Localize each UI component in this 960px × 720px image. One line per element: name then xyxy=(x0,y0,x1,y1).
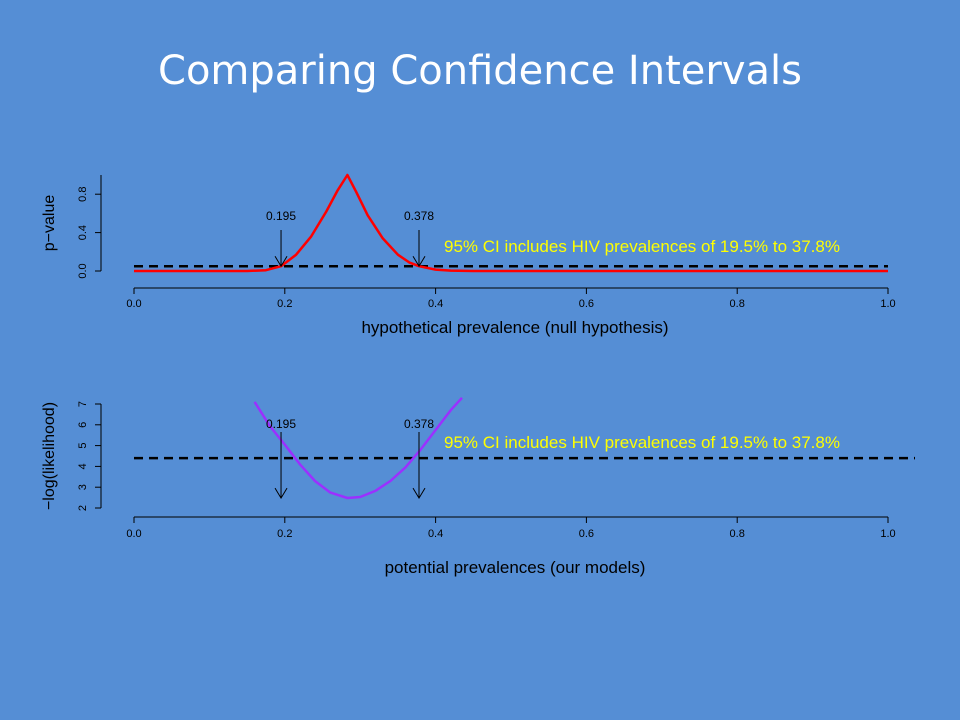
likelihood-ci-arrow-head xyxy=(274,487,288,500)
likelihood-x-tick-label: 0.8 xyxy=(730,528,745,540)
likelihood-marks xyxy=(134,396,915,500)
likelihood-y-tick-label: 5 xyxy=(77,443,89,449)
likelihood-series-line xyxy=(253,396,463,500)
pvalue-ci-arrow-head xyxy=(412,255,426,268)
likelihood-y-tick-label: 4 xyxy=(77,463,89,469)
pvalue-x-tick-label: 0.4 xyxy=(428,298,443,310)
slide-title: Comparing Confidence Intervals xyxy=(158,48,802,94)
pvalue-series-line xyxy=(134,173,888,273)
likelihood-ci-lower-label: 0.195 xyxy=(266,417,296,431)
pvalue-x-tick-label: 0.8 xyxy=(730,298,745,310)
pvalue-y-tick-label: 0.4 xyxy=(77,225,89,240)
likelihood-x-tick-label: 0.2 xyxy=(277,528,292,540)
pvalue-x-axis-label: hypothetical prevalence (null hypothesis… xyxy=(361,318,668,337)
pvalue-x-tick-label: 0.0 xyxy=(126,298,141,310)
likelihood-y-tick-label: 3 xyxy=(77,484,89,490)
likelihood-axes: 0.0 0.2 0.4 0.6 0.8 1.0 2 3 4 5 6 7 xyxy=(77,401,896,540)
likelihood-x-tick-label: 1.0 xyxy=(880,528,895,540)
likelihood-ci-annotation: 95% CI includes HIV prevalences of 19.5%… xyxy=(444,433,840,452)
likelihood-ci-arrow-head xyxy=(412,487,426,500)
likelihood-y-tick-label: 7 xyxy=(77,401,89,407)
pvalue-y-tick-label: 0.0 xyxy=(77,263,89,278)
pvalue-ci-arrow-head xyxy=(274,255,288,268)
pvalue-chart: 0.0 0.2 0.4 0.6 0.8 1.0 0.0 0.4 0.8 hypothetical… xyxy=(41,173,896,337)
pvalue-x-tick-label: 1.0 xyxy=(880,298,895,310)
likelihood-x-tick-label: 0.0 xyxy=(126,528,141,540)
likelihood-x-tick-label: 0.4 xyxy=(428,528,443,540)
likelihood-chart: 0.0 0.2 0.4 0.6 0.8 1.0 2 3 4 5 6 7 potential preva… xyxy=(41,396,915,577)
pvalue-y-axis-label: p−value xyxy=(41,195,58,252)
pvalue-axes: 0.0 0.2 0.4 0.6 0.8 1.0 0.0 0.4 0.8 xyxy=(77,175,896,310)
pvalue-x-tick-label: 0.6 xyxy=(579,298,594,310)
pvalue-ci-annotation: 95% CI includes HIV prevalences of 19.5%… xyxy=(444,237,840,256)
pvalue-ci-upper-label: 0.378 xyxy=(404,209,434,223)
likelihood-x-tick-label: 0.6 xyxy=(579,528,594,540)
likelihood-y-tick-label: 6 xyxy=(77,422,89,428)
pvalue-x-tick-label: 0.2 xyxy=(277,298,292,310)
likelihood-x-axis-label: potential prevalences (our models) xyxy=(385,558,646,577)
pvalue-ci-lower-label: 0.195 xyxy=(266,209,296,223)
pvalue-marks xyxy=(134,173,888,273)
likelihood-ci-upper-label: 0.378 xyxy=(404,417,434,431)
likelihood-y-tick-label: 2 xyxy=(77,505,89,511)
likelihood-y-axis-label: −log(likelihood) xyxy=(41,402,58,510)
pvalue-y-tick-label: 0.8 xyxy=(77,187,89,202)
